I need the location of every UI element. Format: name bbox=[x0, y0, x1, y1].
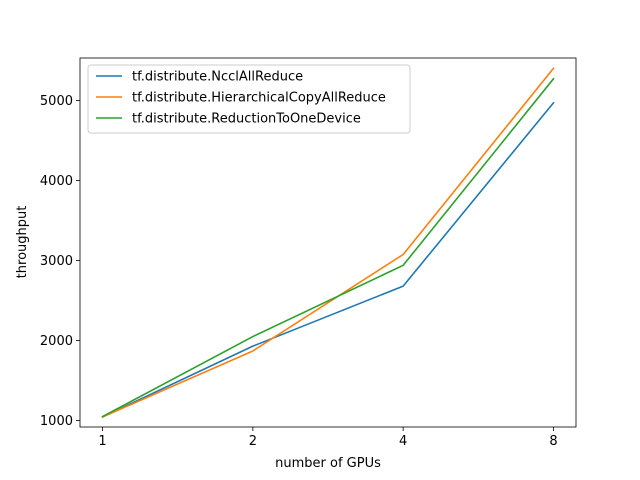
legend-label-1: tf.distribute.NcclAllReduce bbox=[132, 70, 303, 85]
y-tick-label: 3000 bbox=[40, 254, 73, 269]
y-axis-label: throughput bbox=[15, 206, 30, 279]
legend-box bbox=[87, 64, 411, 134]
axis-ticks: 1 2 4 8 1000 2000 3000 4000 5000 bbox=[40, 94, 558, 449]
series-line-3 bbox=[101, 77, 555, 418]
y-tick-label: 2000 bbox=[40, 334, 73, 349]
axes-frame bbox=[79, 57, 577, 428]
x-axis-label: number of GPUs bbox=[275, 456, 381, 471]
x-tick-label: 1 bbox=[98, 434, 106, 449]
y-tick-label: 4000 bbox=[40, 174, 73, 189]
legend-label-2: tf.distribute.HierarchicalCopyAllReduce bbox=[132, 91, 386, 106]
x-tick-label: 8 bbox=[549, 434, 557, 449]
y-tick-label: 1000 bbox=[40, 414, 73, 429]
legend: tf.distribute.NcclAllReduce tf.distribute… bbox=[87, 64, 411, 134]
y-tick-label: 5000 bbox=[40, 94, 73, 109]
plot-area bbox=[101, 67, 555, 419]
legend-label-3: tf.distribute.ReductionToOneDevice bbox=[132, 112, 361, 127]
series-line-2 bbox=[101, 67, 555, 419]
x-tick-label: 2 bbox=[249, 434, 257, 449]
x-tick-label: 4 bbox=[399, 434, 407, 449]
series-line-1 bbox=[101, 101, 555, 419]
